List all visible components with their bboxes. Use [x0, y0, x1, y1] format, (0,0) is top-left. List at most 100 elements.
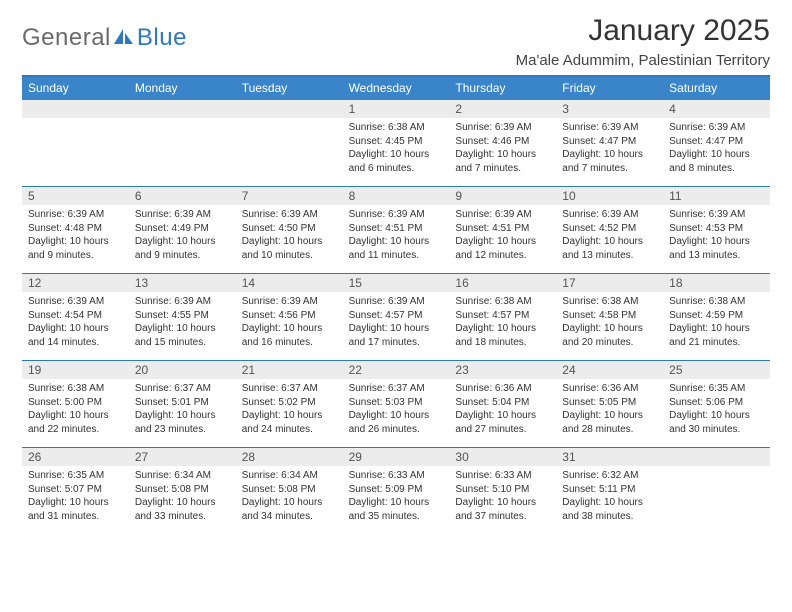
weekday-header: Tuesday [236, 77, 343, 100]
calendar-day: 24 Sunrise: 6:36 AMSunset: 5:05 PMDayligh… [556, 361, 663, 447]
weekday-header-row: SundayMondayTuesdayWednesdayThursdayFrid… [22, 77, 770, 100]
calendar-day: 11 Sunrise: 6:39 AMSunset: 4:53 PMDayligh… [663, 187, 770, 273]
calendar: SundayMondayTuesdayWednesdayThursdayFrid… [22, 75, 770, 534]
calendar-week: 12 Sunrise: 6:39 AMSunset: 4:54 PMDayligh… [22, 273, 770, 360]
day-info: Sunrise: 6:38 AMSunset: 4:57 PMDaylight:… [453, 295, 552, 349]
calendar-week: 26 Sunrise: 6:35 AMSunset: 5:07 PMDayligh… [22, 447, 770, 534]
day-number: 12 [22, 274, 129, 292]
calendar-day: . [663, 448, 770, 534]
day-info: Sunrise: 6:33 AMSunset: 5:09 PMDaylight:… [347, 469, 446, 523]
day-number: . [663, 448, 770, 466]
calendar-day: . [129, 100, 236, 186]
day-number: 23 [449, 361, 556, 379]
day-number: 3 [556, 100, 663, 118]
day-number: . [129, 100, 236, 118]
day-info: Sunrise: 6:33 AMSunset: 5:10 PMDaylight:… [453, 469, 552, 523]
page-title: January 2025 [516, 14, 770, 48]
day-number: 10 [556, 187, 663, 205]
calendar-body: ...1Sunrise: 6:38 AMSunset: 4:45 PMDayli… [22, 100, 770, 534]
calendar-day: 20 Sunrise: 6:37 AMSunset: 5:01 PMDayligh… [129, 361, 236, 447]
calendar-day: 2 Sunrise: 6:39 AMSunset: 4:46 PMDaylight… [449, 100, 556, 186]
day-info: Sunrise: 6:39 AMSunset: 4:54 PMDaylight:… [26, 295, 125, 349]
calendar-day: 3 Sunrise: 6:39 AMSunset: 4:47 PMDaylight… [556, 100, 663, 186]
day-number: 27 [129, 448, 236, 466]
calendar-day: 31 Sunrise: 6:32 AMSunset: 5:11 PMDayligh… [556, 448, 663, 534]
header-right: January 2025 Ma'ale Adummim, Palestinian… [516, 14, 770, 69]
day-info: Sunrise: 6:39 AMSunset: 4:51 PMDaylight:… [347, 208, 446, 262]
calendar-day: 6 Sunrise: 6:39 AMSunset: 4:49 PMDaylight… [129, 187, 236, 273]
day-number: 17 [556, 274, 663, 292]
calendar-day: 29 Sunrise: 6:33 AMSunset: 5:09 PMDayligh… [343, 448, 450, 534]
weekday-header: Monday [129, 77, 236, 100]
day-number: 18 [663, 274, 770, 292]
day-number: 9 [449, 187, 556, 205]
day-info: Sunrise: 6:39 AMSunset: 4:47 PMDaylight:… [560, 121, 659, 175]
day-number: 26 [22, 448, 129, 466]
calendar-day: 17 Sunrise: 6:38 AMSunset: 4:58 PMDayligh… [556, 274, 663, 360]
calendar-day: 4Sunrise: 6:39 AMSunset: 4:47 PMDaylight… [663, 100, 770, 186]
day-info: Sunrise: 6:39 AMSunset: 4:49 PMDaylight:… [133, 208, 232, 262]
day-info: Sunrise: 6:37 AMSunset: 5:01 PMDaylight:… [133, 382, 232, 436]
day-info: Sunrise: 6:39 AMSunset: 4:53 PMDaylight:… [667, 208, 766, 262]
weekday-header: Thursday [449, 77, 556, 100]
calendar-day: 16Sunrise: 6:38 AMSunset: 4:57 PMDayligh… [449, 274, 556, 360]
day-info: Sunrise: 6:36 AMSunset: 5:05 PMDaylight:… [560, 382, 659, 436]
day-info: Sunrise: 6:35 AMSunset: 5:07 PMDaylight:… [26, 469, 125, 523]
weekday-header: Wednesday [343, 77, 450, 100]
calendar-day: 23Sunrise: 6:36 AMSunset: 5:04 PMDayligh… [449, 361, 556, 447]
day-info: Sunrise: 6:39 AMSunset: 4:48 PMDaylight:… [26, 208, 125, 262]
day-number: 13 [129, 274, 236, 292]
calendar-day: 1Sunrise: 6:38 AMSunset: 4:45 PMDaylight… [343, 100, 450, 186]
day-number: . [236, 100, 343, 118]
day-info: Sunrise: 6:35 AMSunset: 5:06 PMDaylight:… [667, 382, 766, 436]
calendar-week: 19Sunrise: 6:38 AMSunset: 5:00 PMDayligh… [22, 360, 770, 447]
day-number: 24 [556, 361, 663, 379]
day-info: Sunrise: 6:38 AMSunset: 4:58 PMDaylight:… [560, 295, 659, 349]
calendar-day: 15Sunrise: 6:39 AMSunset: 4:57 PMDayligh… [343, 274, 450, 360]
calendar-day: 25 Sunrise: 6:35 AMSunset: 5:06 PMDayligh… [663, 361, 770, 447]
logo-sail-icon [113, 27, 135, 50]
day-number: 31 [556, 448, 663, 466]
calendar-day: 9 Sunrise: 6:39 AMSunset: 4:51 PMDaylight… [449, 187, 556, 273]
day-number: 29 [343, 448, 450, 466]
day-info: Sunrise: 6:38 AMSunset: 4:59 PMDaylight:… [667, 295, 766, 349]
day-number: 6 [129, 187, 236, 205]
calendar-day: 14 Sunrise: 6:39 AMSunset: 4:56 PMDayligh… [236, 274, 343, 360]
page-subtitle: Ma'ale Adummim, Palestinian Territory [516, 52, 770, 69]
day-number: 15 [343, 274, 450, 292]
day-info: Sunrise: 6:37 AMSunset: 5:02 PMDaylight:… [240, 382, 339, 436]
day-info: Sunrise: 6:37 AMSunset: 5:03 PMDaylight:… [347, 382, 446, 436]
day-number: 8 [343, 187, 450, 205]
calendar-day: 5 Sunrise: 6:39 AMSunset: 4:48 PMDaylight… [22, 187, 129, 273]
day-info: Sunrise: 6:32 AMSunset: 5:11 PMDaylight:… [560, 469, 659, 523]
day-number: 20 [129, 361, 236, 379]
calendar-day: 10 Sunrise: 6:39 AMSunset: 4:52 PMDayligh… [556, 187, 663, 273]
day-number: . [22, 100, 129, 118]
day-number: 1 [343, 100, 450, 118]
calendar-day: 22Sunrise: 6:37 AMSunset: 5:03 PMDayligh… [343, 361, 450, 447]
logo-text-general: General [22, 24, 111, 52]
day-number: 4 [663, 100, 770, 118]
calendar-day: . [236, 100, 343, 186]
calendar-day: 8 Sunrise: 6:39 AMSunset: 4:51 PMDaylight… [343, 187, 450, 273]
calendar-day: 26 Sunrise: 6:35 AMSunset: 5:07 PMDayligh… [22, 448, 129, 534]
day-info: Sunrise: 6:39 AMSunset: 4:55 PMDaylight:… [133, 295, 232, 349]
logo: General Blue [22, 14, 187, 52]
calendar-day: 19Sunrise: 6:38 AMSunset: 5:00 PMDayligh… [22, 361, 129, 447]
day-info: Sunrise: 6:39 AMSunset: 4:52 PMDaylight:… [560, 208, 659, 262]
day-info: Sunrise: 6:39 AMSunset: 4:50 PMDaylight:… [240, 208, 339, 262]
logo-text-blue: Blue [137, 24, 187, 52]
day-number: 25 [663, 361, 770, 379]
calendar-day: 12 Sunrise: 6:39 AMSunset: 4:54 PMDayligh… [22, 274, 129, 360]
day-number: 11 [663, 187, 770, 205]
calendar-day: 13 Sunrise: 6:39 AMSunset: 4:55 PMDayligh… [129, 274, 236, 360]
day-info: Sunrise: 6:39 AMSunset: 4:51 PMDaylight:… [453, 208, 552, 262]
calendar-day: 21Sunrise: 6:37 AMSunset: 5:02 PMDayligh… [236, 361, 343, 447]
calendar-day: 28Sunrise: 6:34 AMSunset: 5:08 PMDayligh… [236, 448, 343, 534]
day-number: 30 [449, 448, 556, 466]
day-info: Sunrise: 6:39 AMSunset: 4:46 PMDaylight:… [453, 121, 552, 175]
day-number: 2 [449, 100, 556, 118]
day-info: Sunrise: 6:39 AMSunset: 4:56 PMDaylight:… [240, 295, 339, 349]
day-number: 5 [22, 187, 129, 205]
day-number: 14 [236, 274, 343, 292]
